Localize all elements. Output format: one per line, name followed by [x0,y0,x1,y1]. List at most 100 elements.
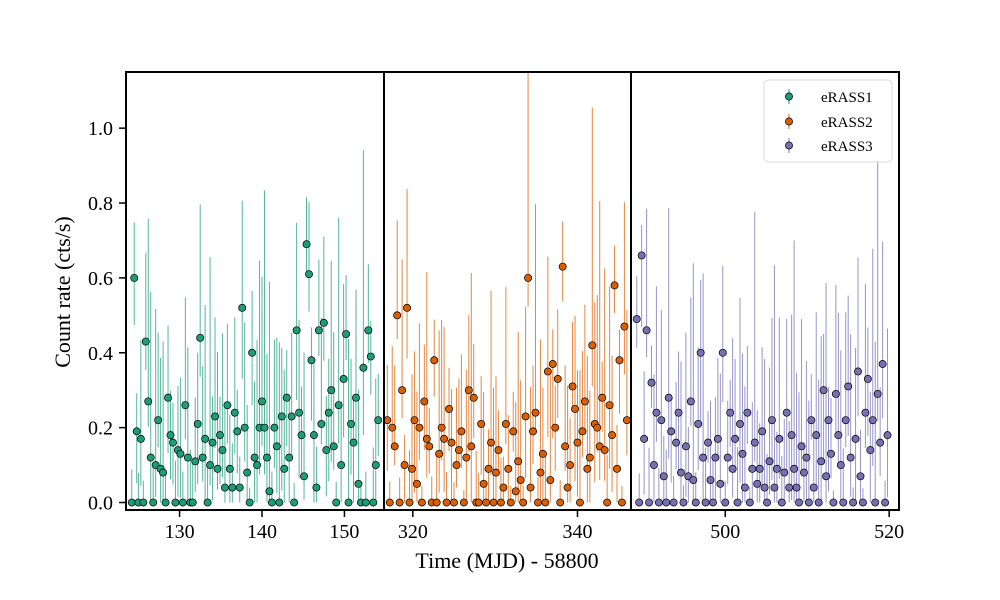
data-point [713,434,722,443]
data-point [654,498,663,507]
data-point [745,498,754,507]
data-point [302,240,311,249]
data-point [824,416,833,425]
data-point [804,498,813,507]
data-point [347,419,355,428]
data-point [790,464,799,473]
x-tick-label: 150 [329,521,359,543]
data-point [300,472,308,481]
data-point [359,363,368,372]
data-point [716,479,725,488]
data-point [270,423,279,432]
data-point [516,476,525,485]
data-point [689,476,698,485]
data-point [585,453,594,462]
data-point [415,423,424,432]
data-point [647,378,656,387]
data-point [686,397,695,406]
data-point [807,416,816,425]
data-point [499,483,508,492]
data-point [447,438,456,447]
data-point [422,434,431,443]
legend-label-erass2: eRASS2 [821,115,873,131]
data-point [390,442,399,451]
data-point [305,270,313,279]
data-point [467,442,476,451]
data-point [691,498,700,507]
data-point [610,281,619,290]
data-point [477,419,486,428]
data-point [161,498,170,507]
data-point [765,457,774,466]
data-point [509,427,518,436]
legend-marker-icon [785,117,793,126]
data-point [332,498,341,507]
data-point [132,427,141,436]
data-point [615,356,624,365]
data-point [726,408,735,417]
data-point [191,457,200,466]
data-point [529,427,537,436]
data-point [295,408,304,417]
data-point [617,498,626,507]
data-point [556,498,565,507]
data-point [740,483,749,492]
data-point [834,431,843,440]
data-point [856,472,865,481]
data-point [324,408,333,417]
data-point [817,457,826,466]
data-point [548,360,557,368]
data-point [141,337,150,346]
data-point [176,449,185,458]
x-tick-label: 520 [874,521,904,543]
data-point [863,375,872,383]
data-point [541,498,550,507]
data-point [206,461,215,470]
data-point [511,487,520,496]
data-point [799,468,808,477]
data-point [385,498,394,507]
data-point [750,438,759,447]
data-point [144,397,153,406]
errorbars-erass3 [636,143,889,503]
data-point [844,382,853,391]
data-point [154,416,163,425]
data-point [536,468,545,477]
data-point [613,464,621,473]
data-point [454,446,463,455]
data-point [846,453,855,462]
data-point [704,438,712,447]
data-point [822,472,831,481]
errorbars-erass1 [131,150,379,503]
data-point [265,487,274,496]
data-point [462,453,471,462]
data-point [669,498,678,507]
data-point [718,348,727,357]
data-point [558,262,567,271]
data-point [287,412,296,421]
data-point [775,434,784,443]
legend-label-erass3: eRASS3 [821,139,873,155]
data-point [450,498,458,507]
data-point [659,472,668,481]
data-point [250,453,259,462]
data-point [395,498,404,507]
data-point [240,423,249,432]
data-point [258,397,266,406]
data-point [425,442,434,451]
data-point [578,427,587,436]
data-point [679,498,688,507]
data-point [253,461,262,470]
data-point [736,419,744,428]
data-point [457,427,466,436]
data-point [694,419,703,428]
data-point [322,446,331,455]
x-tick-label: 320 [398,521,428,543]
data-point [546,476,555,485]
data-point [127,498,136,507]
data-point [868,416,877,425]
data-point [662,498,671,507]
data-point [770,483,779,492]
data-point [588,341,597,350]
data-point [248,348,257,357]
